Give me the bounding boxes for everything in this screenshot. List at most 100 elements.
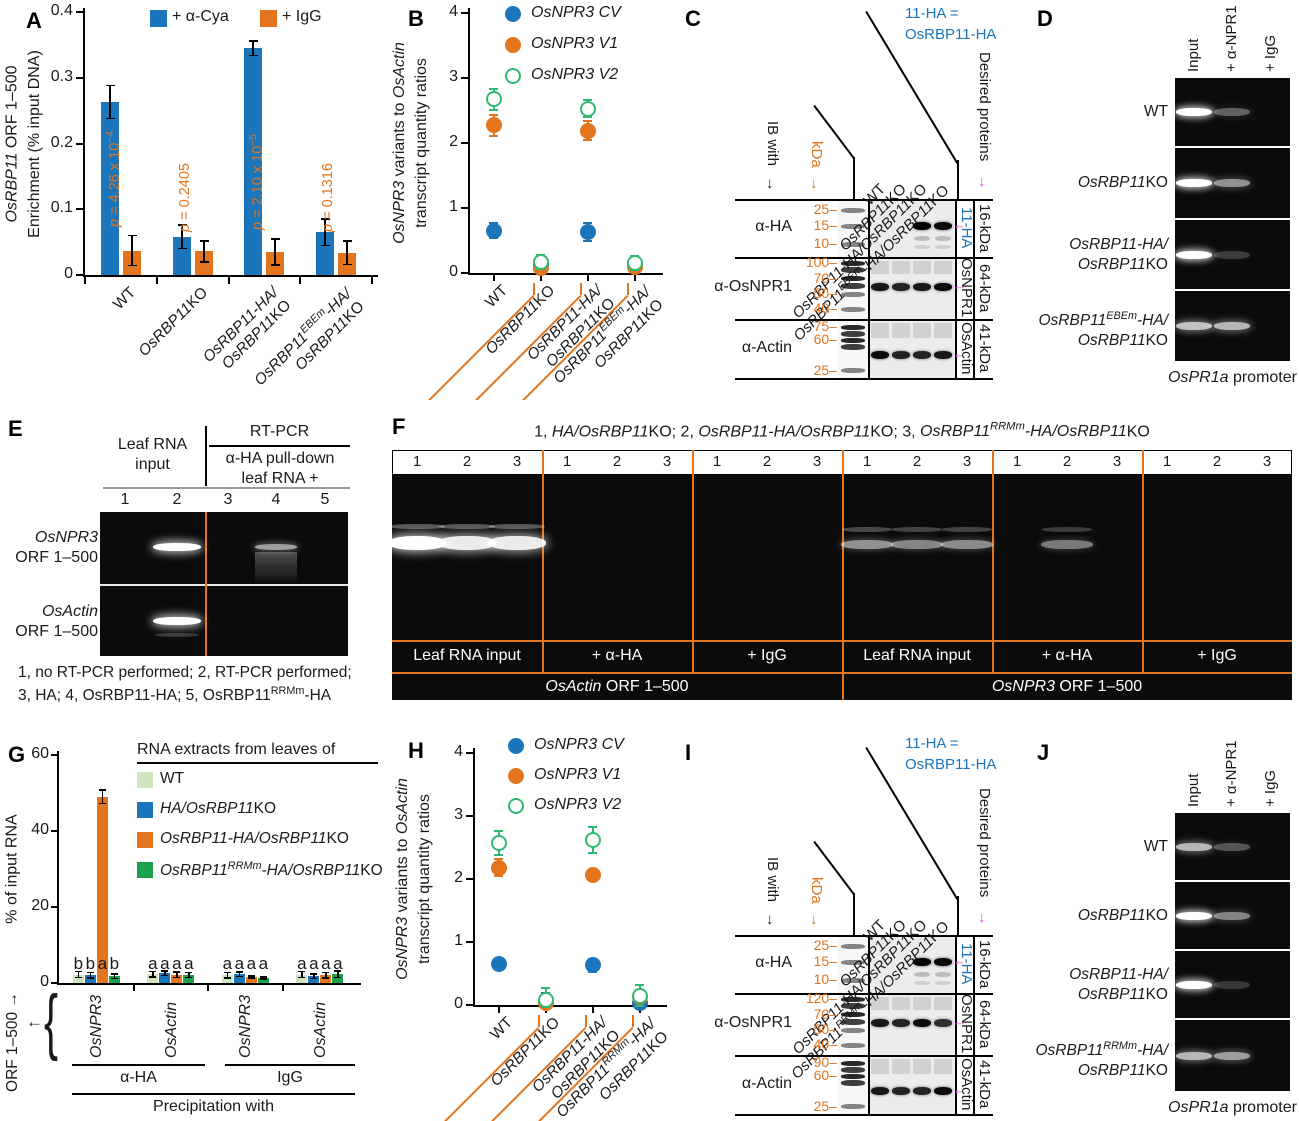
error-cap-bottom [489,134,498,137]
lane-number-1: 2 [172,491,182,508]
p-value-1: p = 0.2405 [177,163,193,233]
y-tick [76,142,83,145]
error-cap-bottom [223,977,231,979]
bar [221,975,233,983]
error-cap-bottom [494,853,503,856]
blot-band [892,282,910,291]
y-tick [51,982,57,984]
ladder-band [841,1012,865,1018]
ladder-band-heavy [841,1067,865,1074]
legend-label-0: OsNPR3 CV [531,4,621,21]
ladder-band [841,223,865,229]
x-tick [586,275,589,281]
lane-smear [871,261,889,274]
desired-proteins-label: Desired proteins [976,788,993,902]
x-tick [228,277,230,284]
row-label-0b: ORF 1–500 [15,549,98,566]
desired-proteins-arrow: ↓ [978,173,986,190]
row-line-1 [735,993,993,995]
blot-band-smear2 [935,244,951,249]
desired-arrow-2: ← [953,346,966,361]
error-cap-bottom [248,54,258,57]
bar [320,975,332,983]
error-cap-bottom [199,261,209,263]
blot-band [913,1087,931,1095]
protein-label-1-text: OsNPR1 [958,258,975,318]
data-point [537,991,554,1008]
p-value-2: p = 2.10 x 10−5 [248,134,266,231]
error-cap-top [494,858,503,861]
desired-proteins-label-text: Desired proteins [976,788,993,898]
blot-band [934,1018,952,1027]
section-label-4: + α-HA [1041,647,1093,664]
legend-marker-1 [508,768,524,784]
sig-letter: a [321,954,331,973]
v-line-ladder [868,199,870,378]
lane-number: 3 [1112,453,1122,470]
blot-band [892,1018,910,1027]
error-bar [250,975,252,979]
sig-letter: a [309,954,319,973]
blot-band-smear2 [935,980,951,985]
gel-band [153,617,201,625]
ib-with-label-text: IB with [764,857,781,903]
separator-elbow [538,1015,540,1027]
protein-label-0-text: 11-HA [958,207,975,249]
row-label-1: OsRBP11KO [1077,906,1168,924]
lane-number: 2 [1212,453,1222,470]
y-tick-label: 1 [449,198,458,215]
gel-band [1214,322,1250,330]
error-cap-bottom [74,976,82,979]
bar [171,974,183,983]
size-label-2: 41-kDa [976,1055,993,1114]
marker-label: 50– [813,285,837,302]
gel-band-upper [1042,527,1092,532]
size-label-1-text: 64-kDa [976,263,993,313]
kda-label-text: kDa [808,877,825,904]
lane-number: 1 [862,453,872,470]
legend-marker-2 [505,68,521,84]
size-label-2-text: 41-kDa [976,1060,993,1109]
error-bar [109,84,111,120]
gel-band [1176,911,1212,920]
lane-smear [892,323,910,338]
error-bar [262,976,264,980]
row-label-0: WT [1143,103,1168,120]
row-label-3: OsRBP11EBEm-HA/OsRBP11KO [1038,310,1168,350]
panel-G: G 0 20 40 60 % of input RNA RNA extracts from… [0,730,383,1121]
lane-number: 3 [812,453,822,470]
v-line-blot-right [955,199,957,378]
gel-band [388,536,446,550]
p-value-3: p = 0.1316 [320,163,336,233]
ladder-band [841,1042,865,1048]
lane-smear [913,323,931,338]
y-tick-label: 0.3 [50,67,73,85]
gel-band [1214,250,1250,259]
gel-row-divider [100,584,348,586]
protein-label-2-text: OsActin [958,1058,975,1111]
y-tick-label: 3 [449,68,458,85]
bar [84,975,96,983]
legend-label-1: + IgG [282,8,322,25]
separator-line [396,1027,540,1121]
caption: OsPR1a promoter [1168,369,1297,386]
marker-label: 25– [813,361,837,378]
orf-label: ORF 1–500 → [2,988,24,1096]
error-cap-top [583,120,592,123]
error-cap-bottom [270,264,280,266]
y-tick [461,142,468,144]
x-tick [281,985,284,991]
ladder-band-heavy [841,1018,865,1025]
legend-label-0: + α-Cya [172,8,229,25]
marker-label: 25– [813,201,837,217]
bar [308,976,320,983]
error-cap-bottom [635,1004,644,1007]
panel-A: A + α-Cya + IgG 0 0.1 0.2 0.3 0.4 p = 4.26 x 10… [0,0,378,400]
blot-band [871,351,889,359]
blot-band [913,221,931,230]
precip-label-1: IgG [277,1069,303,1086]
data-point [626,255,643,272]
antibody-label-1: α-OsNPR1 [714,1014,792,1031]
caption-line2: 3, HA; 4, OsRBP11-HA; 5, OsRBP11RRMm-HA [18,685,332,705]
ladder-band [841,324,865,330]
